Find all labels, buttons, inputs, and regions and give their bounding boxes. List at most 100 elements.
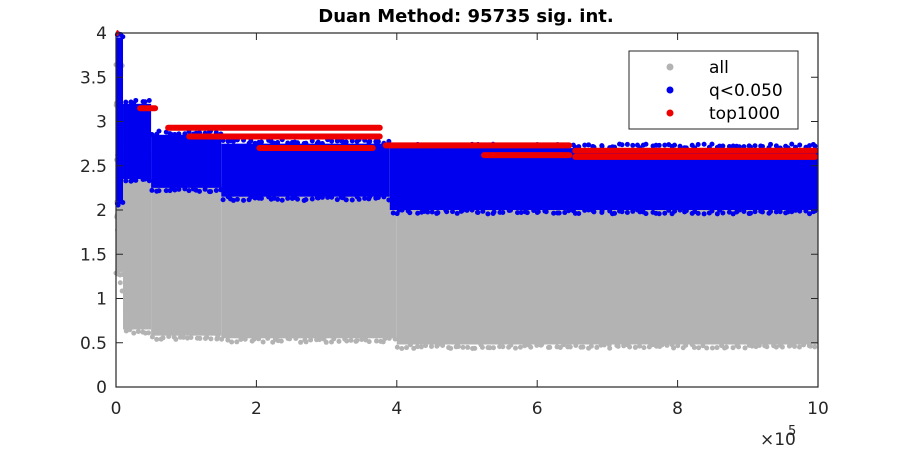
scatter-point: [599, 208, 605, 214]
scatter-point: [382, 336, 388, 342]
scatter-point: [773, 209, 779, 215]
scatter-point: [736, 344, 742, 350]
scatter-point: [576, 210, 582, 216]
scatter-point: [672, 142, 678, 148]
scatter-point: [624, 141, 630, 147]
scatter-point: [454, 210, 460, 216]
scatter-point: [127, 315, 133, 321]
series-layer: [113, 30, 818, 351]
scatter-point: [726, 209, 732, 215]
scatter-point: [582, 207, 588, 213]
scatter-point: [329, 138, 335, 144]
series-segment: [382, 142, 573, 149]
scatter-point: [768, 141, 774, 147]
y-tick-label: 0: [96, 378, 107, 398]
scatter-point: [768, 209, 774, 215]
scatter-point: [528, 344, 534, 350]
scatter-point: [248, 138, 254, 144]
scatter-point: [624, 210, 630, 216]
scatter-point: [241, 197, 247, 203]
scatter-point: [303, 140, 309, 146]
scatter-point: [704, 345, 710, 351]
scatter-point: [120, 200, 126, 206]
scatter-point: [146, 98, 152, 104]
scatter-point: [792, 343, 798, 349]
scatter-point: [251, 336, 257, 342]
scatter-point: [315, 139, 321, 145]
scatter-point: [723, 344, 729, 350]
scatter-point: [460, 344, 466, 350]
scatter-point: [252, 195, 258, 201]
scatter-point: [566, 208, 572, 214]
scatter-point: [356, 196, 362, 202]
scatter-point: [176, 131, 182, 137]
x-axis: 0 2 4 6 8 10: [111, 33, 829, 419]
series-band: [116, 37, 124, 202]
scatter-point: [789, 141, 795, 147]
scatter-point: [390, 210, 396, 216]
scatter-point: [480, 208, 486, 214]
y-tick-label: 1: [96, 290, 107, 310]
scatter-point: [691, 345, 697, 351]
scatter-point: [331, 336, 337, 342]
scatter-point: [448, 345, 454, 351]
scatter-point: [700, 343, 706, 349]
scatter-point: [149, 187, 155, 193]
scatter-point: [308, 337, 314, 343]
scatter-point: [248, 194, 254, 200]
y-tick-label: 4: [96, 24, 107, 44]
scatter-point: [122, 225, 128, 231]
scatter-point: [123, 178, 129, 184]
scatter-point: [720, 143, 726, 149]
scatter-point: [573, 342, 579, 348]
x-tick-label: 10: [807, 399, 829, 419]
scatter-point: [367, 194, 373, 200]
scatter-point: [594, 344, 600, 350]
y-tick-label: 3: [96, 113, 107, 133]
x-tick-label: 6: [532, 399, 543, 419]
scatter-point: [172, 132, 178, 138]
scatter-point: [336, 338, 342, 344]
series-segment: [572, 153, 818, 160]
scatter-point: [252, 140, 258, 146]
scatter-point: [619, 209, 625, 215]
scatter-point: [317, 337, 323, 343]
scatter-point: [343, 197, 349, 203]
scatter-point: [359, 336, 365, 342]
series-segment: [256, 145, 376, 152]
scatter-point: [407, 342, 413, 348]
scatter-point: [219, 336, 225, 342]
scatter-point: [225, 337, 231, 343]
scatter-point: [695, 210, 701, 216]
scatter-point: [586, 207, 592, 213]
scatter-point: [258, 139, 264, 145]
scatter-point: [348, 337, 354, 343]
scatter-point: [325, 194, 331, 200]
scatter-point: [407, 210, 413, 216]
scatter-point: [425, 209, 431, 215]
scatter-point: [797, 142, 803, 148]
scatter-point: [607, 345, 613, 351]
scatter-point: [182, 131, 188, 137]
scatter-point: [256, 336, 262, 342]
scatter-point: [208, 189, 214, 195]
scatter-point: [742, 345, 748, 351]
scatter-point: [717, 207, 723, 213]
scatter-point: [709, 208, 715, 214]
scatter-point: [701, 141, 707, 147]
scatter-point: [773, 344, 779, 350]
scatter-point: [293, 335, 299, 341]
scatter-point: [173, 336, 179, 342]
scatter-point: [125, 190, 131, 196]
scatter-point: [752, 143, 758, 149]
series-segment: [572, 147, 818, 154]
scatter-point: [133, 177, 139, 183]
scatter-point: [392, 336, 398, 342]
scatter-point: [515, 210, 521, 216]
legend-label-all: all: [709, 58, 729, 78]
scatter-point: [741, 209, 747, 215]
scatter-point: [133, 97, 139, 103]
scatter-point: [362, 195, 368, 201]
scatter-point: [220, 197, 226, 203]
scatter-point: [154, 336, 160, 342]
